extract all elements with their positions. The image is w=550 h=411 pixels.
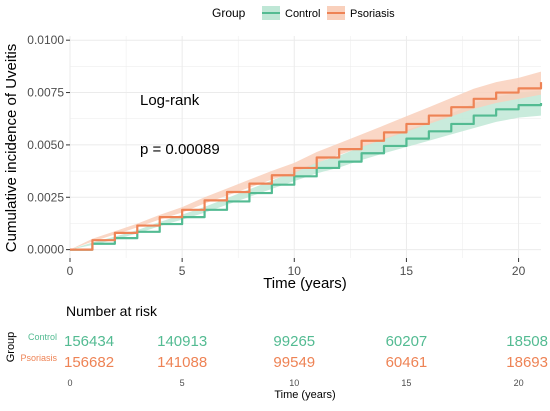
x-tick-label: 5 [179,264,186,278]
y-tick-label: 0.0075 [27,86,64,100]
legend-label-psoriasis: Psoriasis [350,8,395,20]
risk-row-label-control: Control [28,332,57,342]
risk-table-x-tick-label: 0 [67,378,72,388]
x-tick-label: 20 [512,264,526,278]
series-line-control [70,103,543,251]
y-tick-label: 0.0000 [27,243,64,257]
risk-table-x-ticks: 0 5 10 15 20 [67,378,523,388]
x-tick-label: 10 [288,264,302,278]
risk-table-x-tick-label: 15 [401,378,411,388]
risk-value-control: 60207 [386,333,428,350]
x-axis-ticks: 0 5 10 15 20 [67,258,526,278]
risk-table-x-tick-label: 10 [289,378,299,388]
risk-value-control: 156434 [64,333,114,350]
risk-value-psoriasis: 18693 [506,354,548,371]
y-tick-label: 0.0100 [27,33,64,47]
annotation-p-value: p = 0.00089 [140,141,220,158]
confidence-band-psoriasis [70,71,541,250]
series-line-psoriasis [70,82,543,251]
y-tick-label: 0.0050 [27,138,64,152]
risk-value-control: 99265 [273,333,315,350]
risk-value-psoriasis: 99549 [273,354,315,371]
y-axis-ticks: 0.0000 0.0025 0.0050 0.0075 0.0100 [27,33,70,257]
risk-table-title: Number at risk [66,303,158,319]
confidence-bands [70,71,541,250]
risk-table-x-axis-label: Time (years) [274,389,335,401]
y-axis-label: Cumulative incidence of Uveitis [3,44,20,252]
annotation-log-rank: Log-rank [140,92,200,109]
risk-table-values: 156434 140913 99265 60207 18508 156682 141088 9… [64,333,548,371]
legend: Group Control Psoriasis [212,6,395,20]
risk-table-x-tick-label: 5 [180,378,185,388]
risk-value-psoriasis: 156682 [64,354,114,371]
risk-value-psoriasis: 141088 [157,354,207,371]
risk-value-psoriasis: 60461 [386,354,428,371]
legend-label-control: Control [285,8,320,20]
series-lines [70,82,543,251]
x-tick-label: 15 [400,264,414,278]
risk-table: Number at risk Group Control Psoriasis 1… [5,303,548,401]
risk-value-control: 18508 [506,333,548,350]
risk-value-control: 140913 [157,333,207,350]
y-tick-label: 0.0025 [27,190,64,204]
risk-row-label-psoriasis: Psoriasis [20,353,57,363]
x-tick-label: 0 [67,264,74,278]
risk-table-group-label: Group [5,332,17,363]
legend-title: Group [212,6,246,20]
confidence-band-control [70,90,541,250]
x-axis-label: Time (years) [263,275,347,292]
risk-table-x-tick-label: 20 [514,378,524,388]
